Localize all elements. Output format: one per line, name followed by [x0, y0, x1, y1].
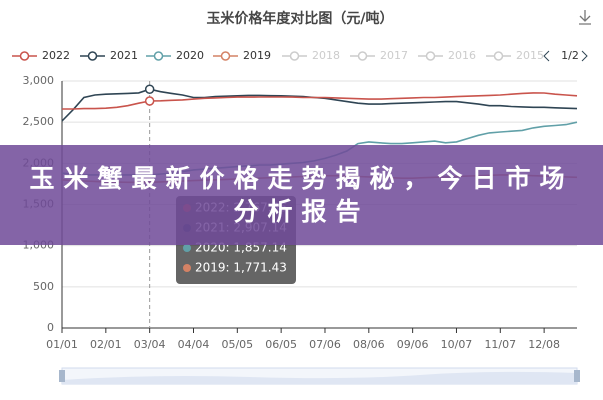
- legend-dot: [153, 51, 164, 61]
- y-tick-label: 2,500: [23, 115, 55, 128]
- y-tick-label: 500: [33, 280, 54, 293]
- slider-preview: [62, 371, 577, 384]
- legend-label: 2016: [448, 49, 476, 62]
- legend-pager: 1/2: [561, 49, 579, 62]
- x-tick-label: 04/04: [178, 338, 210, 351]
- y-tick-label: 0: [47, 321, 54, 334]
- legend-dot: [425, 51, 436, 61]
- legend-item[interactable]: 2017: [350, 49, 408, 62]
- legend-label: 2022: [42, 49, 70, 62]
- y-tick-label: 3,000: [23, 74, 55, 87]
- legend-label: 2021: [110, 49, 138, 62]
- banner-text: 玉米蟹最新价格走势揭秘，今日市场分析报告: [29, 164, 574, 226]
- legend-dot: [19, 51, 30, 61]
- x-tick-label: 02/01: [90, 338, 122, 351]
- banner: 玉米蟹最新价格走势揭秘，今日市场分析报告: [0, 145, 603, 245]
- tooltip-dot: [183, 244, 191, 252]
- slider-handle[interactable]: [59, 370, 65, 382]
- legend-item[interactable]: 2016: [418, 49, 476, 62]
- legend-item[interactable]: 2022: [12, 49, 70, 62]
- legend-label: 2019: [243, 49, 271, 62]
- download-icon[interactable]: [579, 10, 591, 25]
- x-tick-label: 09/06: [397, 338, 429, 351]
- legend-dot: [87, 51, 98, 61]
- legend-dot: [289, 51, 300, 61]
- legend-dot: [357, 51, 368, 61]
- tooltip-dot: [183, 264, 191, 272]
- legend-item[interactable]: 2020: [146, 49, 204, 62]
- zoom-slider[interactable]: [59, 367, 580, 385]
- tooltip-text: 2019: 1,771.43: [195, 261, 287, 275]
- pointer-dot: [144, 84, 155, 94]
- series-line: [62, 92, 578, 110]
- x-tick-label: 05/05: [221, 338, 253, 351]
- legend-label: 2017: [380, 49, 408, 62]
- x-tick-label: 01/01: [46, 338, 78, 351]
- x-tick-label: 07/06: [309, 338, 341, 351]
- x-tick-label: 11/07: [484, 338, 516, 351]
- legend-label: 2015: [516, 49, 544, 62]
- download-glyph[interactable]: [579, 10, 591, 25]
- legend-item[interactable]: 2019: [213, 49, 271, 62]
- pager-next[interactable]: [581, 50, 588, 62]
- chart-title: 玉米价格年度对比图（元/吨）: [206, 10, 393, 27]
- legend-label: 2020: [176, 49, 204, 62]
- x-tick-label: 03/04: [134, 338, 166, 351]
- legend-dot: [493, 51, 504, 61]
- x-tick-label: 10/07: [441, 338, 473, 351]
- x-tick-label: 08/06: [353, 338, 385, 351]
- x-tick-label: 12/08: [528, 338, 560, 351]
- pointer-dot: [144, 96, 155, 106]
- legend-dot: [220, 51, 231, 61]
- pager-prev[interactable]: [543, 50, 550, 62]
- legend-item[interactable]: 2018: [282, 49, 340, 62]
- x-tick-label: 06/05: [265, 338, 297, 351]
- legend-item[interactable]: 2021: [80, 49, 138, 62]
- legend-label: 2018: [312, 49, 340, 62]
- series-line: [61, 88, 578, 122]
- slider-handle[interactable]: [574, 370, 580, 382]
- legend-item[interactable]: 2015: [486, 49, 544, 62]
